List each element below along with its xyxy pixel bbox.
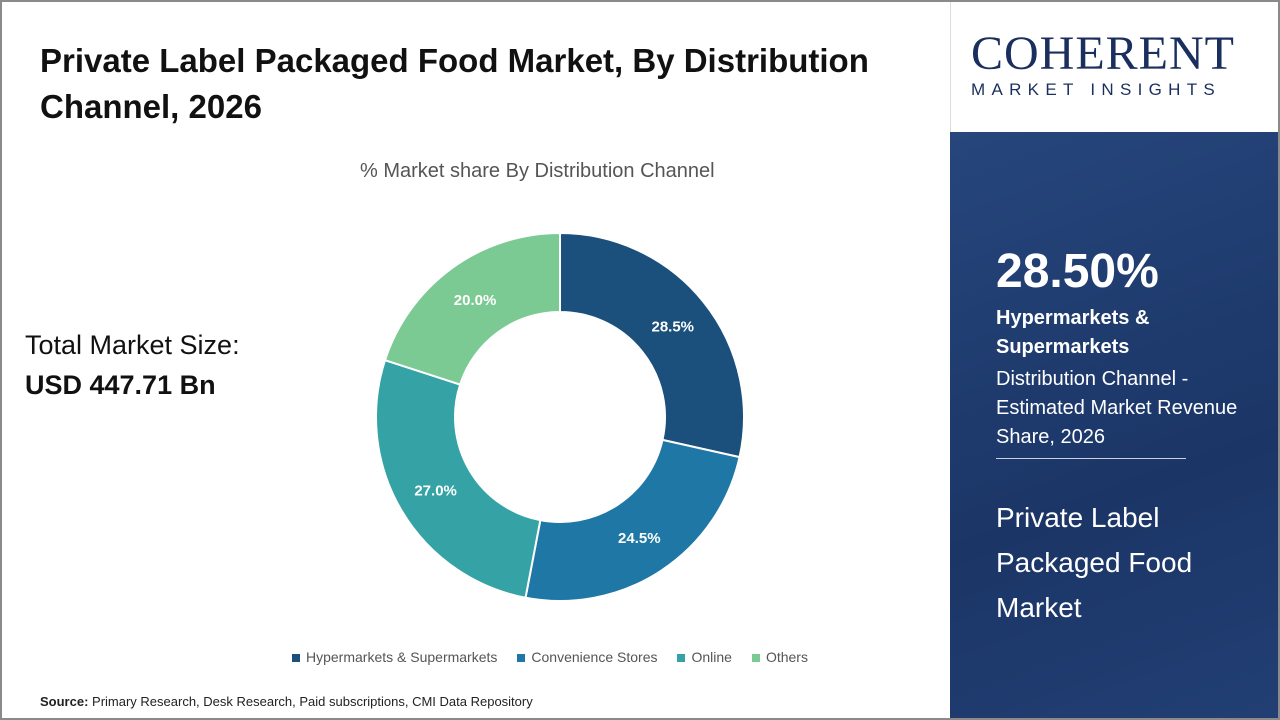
total-value: USD 447.71 Bn bbox=[25, 370, 216, 400]
legend-swatch bbox=[292, 654, 300, 662]
data-label: 28.5% bbox=[651, 319, 694, 336]
logo-wordmark: COHERENT bbox=[971, 27, 1235, 80]
legend-item: Convenience Stores bbox=[517, 649, 657, 665]
legend-swatch bbox=[751, 654, 760, 662]
legend: Hypermarkets & Supermarkets Convenience S… bbox=[292, 649, 808, 665]
legend-swatch bbox=[677, 654, 686, 662]
legend-label: Convenience Stores bbox=[531, 649, 658, 665]
source-text: Primary Research, Desk Research, Paid su… bbox=[88, 694, 533, 709]
legend-item: Hypermarkets & Supermarkets bbox=[292, 649, 497, 665]
logo-tagline: MARKET INSIGHTS bbox=[971, 80, 1222, 99]
donut-slice bbox=[375, 358, 542, 599]
donut-slice bbox=[383, 231, 561, 386]
legend-item: Others bbox=[751, 649, 808, 665]
chart-title: % Market share By Distribution Channel bbox=[360, 160, 715, 182]
logo: COHERENT MARKET INSIGHTS bbox=[950, 0, 1280, 132]
legend-label: Others bbox=[765, 649, 808, 665]
source-note: Source: Primary Research, Desk Research,… bbox=[40, 694, 533, 709]
page-title: Private Label Packaged Food Market, By D… bbox=[40, 42, 869, 125]
data-label: 27.0% bbox=[414, 483, 457, 500]
donut-slice bbox=[559, 231, 745, 459]
donut-chart: 28.5% 24.5% 27.0% 20.0% bbox=[375, 231, 745, 602]
highlight-panel: 28.50% Hypermarkets & Supermarkets Distr… bbox=[950, 132, 1280, 720]
legend-label: Hypermarkets & Supermarkets bbox=[306, 649, 498, 665]
data-label: 20.0% bbox=[454, 292, 497, 309]
total-label: Total Market Size: bbox=[25, 330, 240, 360]
total-market-size: Total Market Size: USD 447.71 Bn bbox=[25, 325, 240, 405]
highlight-description: Distribution Channel - Estimated Market … bbox=[996, 368, 1238, 448]
legend-label: Online bbox=[691, 649, 732, 665]
legend-item: Online bbox=[677, 649, 732, 665]
legend-swatch bbox=[517, 654, 526, 662]
donut-slice bbox=[524, 438, 741, 602]
highlight-percent: 28.50% bbox=[996, 245, 1159, 298]
market-name: Private Label Packaged Food Market bbox=[996, 502, 1193, 623]
divider bbox=[996, 458, 1186, 459]
data-label: 24.5% bbox=[618, 530, 661, 547]
source-label: Source: bbox=[40, 694, 89, 709]
highlight-segment: Hypermarkets & Supermarkets bbox=[996, 307, 1150, 358]
